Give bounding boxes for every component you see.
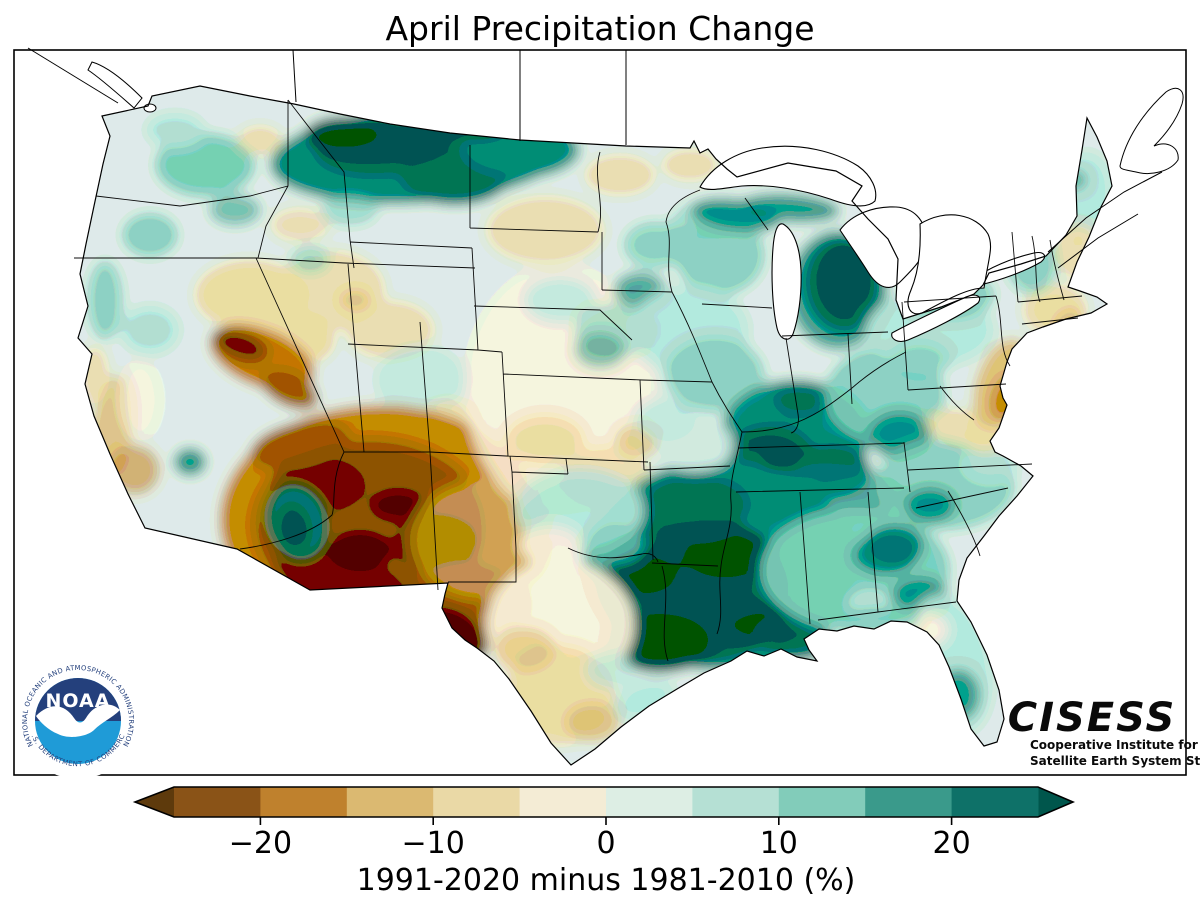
us-canada-border-water	[27, 47, 119, 104]
ontario-peninsula	[907, 214, 992, 315]
us-outline	[77, 85, 1113, 766]
tick-label: 10	[760, 826, 798, 861]
colorbar-over-arrow	[1038, 787, 1073, 817]
lake-erie	[891, 294, 981, 342]
noaa-seagull-icon	[36, 704, 120, 737]
maritime-provinces	[1119, 88, 1184, 174]
tick-label: −20	[229, 826, 292, 861]
colorbar-segment	[519, 787, 607, 817]
canada-borders	[27, 47, 1163, 269]
tick-label: 0	[596, 826, 615, 861]
colorbar-segment	[606, 787, 693, 817]
colorbar-segment	[865, 787, 953, 817]
colorbar-tick-labels: −20 −10 0 10 20	[229, 826, 971, 861]
canada-province-border	[292, 49, 297, 103]
lake-superior	[699, 145, 877, 207]
canada-landmasses	[87, 61, 1184, 174]
vancouver-island	[87, 61, 143, 109]
colorbar-segment	[951, 787, 1039, 817]
state-borders	[74, 99, 1083, 662]
colorbar-segment	[778, 787, 866, 817]
great-lakes	[699, 145, 1046, 342]
colorbar-under-arrow	[135, 787, 174, 817]
colorbar: −20 −10 0 10 20 1991-2020 minus 1981-201…	[132, 786, 1076, 898]
cisess-logo: CISESS Cooperative Institute for Satelli…	[1008, 695, 1200, 768]
lake-michigan	[771, 223, 802, 340]
colorbar-segment	[692, 787, 780, 817]
colorbar-caption: 1991-2020 minus 1981-2010 (%)	[357, 863, 856, 898]
cisess-acronym: CISESS	[1008, 695, 1177, 741]
st-lawrence-line	[1057, 213, 1139, 269]
cisess-subtitle-line1: Cooperative Institute for	[1030, 738, 1198, 752]
colorbar-segment	[346, 787, 434, 817]
colorbar-ticks	[259, 817, 953, 825]
tick-label: 20	[933, 826, 971, 861]
noaa-acronym: NOAA	[46, 690, 111, 712]
colorbar-outline	[132, 786, 1076, 818]
colorbar-segment	[433, 787, 521, 817]
island	[143, 103, 157, 113]
st-lawrence-line	[1047, 171, 1163, 253]
colorbar-segment	[260, 787, 348, 817]
cisess-subtitle-line2: Satellite Earth System Studies	[1030, 754, 1200, 768]
tick-label: −10	[402, 826, 465, 861]
page-title: April Precipitation Change	[385, 9, 814, 48]
colorbar-segment	[174, 787, 261, 817]
map-frame	[13, 49, 1187, 776]
